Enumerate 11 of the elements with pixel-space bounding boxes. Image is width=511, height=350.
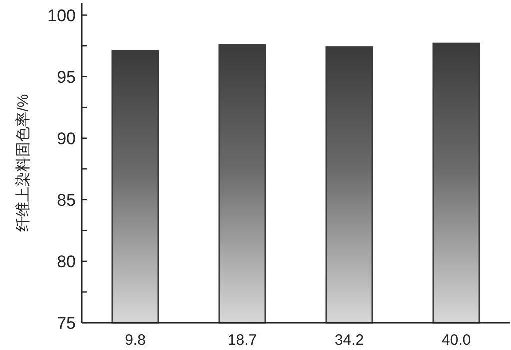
- y-tick-label: 80: [57, 252, 76, 272]
- y-axis-title: 纤维上染料固色率/%: [15, 94, 32, 232]
- y-tick-label: 100: [48, 6, 76, 26]
- y-tick-label: 75: [57, 314, 76, 333]
- x-tick-label: 18.7: [228, 332, 258, 349]
- y-tick-label: 90: [57, 129, 76, 148]
- x-tick-label: 40.0: [442, 332, 472, 349]
- x-tick-label: 9.8: [125, 332, 146, 349]
- x-tick-label: 34.2: [334, 332, 364, 349]
- y-tick-label: 85: [57, 190, 76, 210]
- y-tick-label: 95: [57, 68, 76, 87]
